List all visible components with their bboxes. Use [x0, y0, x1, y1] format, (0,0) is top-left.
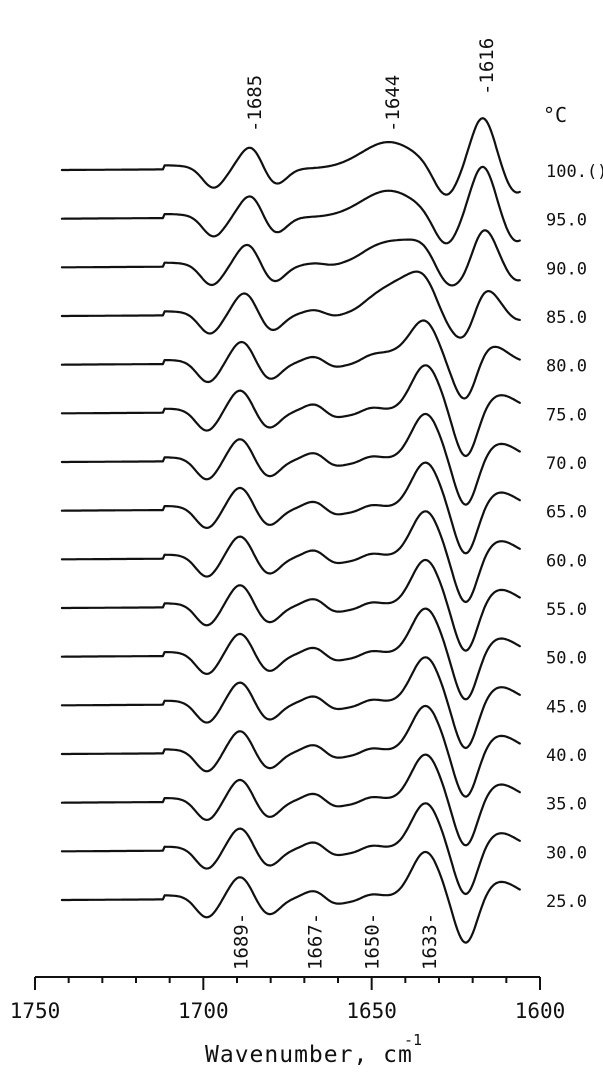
series-label-85.0: 85.0 — [546, 308, 587, 328]
x-tick-label-1650: 1650 — [346, 999, 397, 1023]
bottom-peak-label-1650: 1650- — [362, 913, 384, 970]
series-label-65.0: 65.0 — [546, 503, 587, 523]
top-peak-label-1616: -1616 — [476, 38, 498, 95]
x-axis-label: Wavenumber, cm — [205, 1042, 413, 1068]
series-label-50.0: 50.0 — [546, 649, 587, 669]
spectrum-curve-90.0 — [60, 229, 521, 287]
x-tick-label-1600: 1600 — [515, 999, 566, 1023]
spectrum-curve-50.0 — [60, 607, 521, 701]
spectrum-curve-30.0 — [60, 802, 521, 896]
x-axis-title: Wavenumber, cm -1 — [205, 1031, 422, 1068]
spectrum-curve-45.0 — [60, 656, 521, 750]
bottom-peak-annotations: 1689- 1667- 1650- 1633- — [230, 913, 441, 970]
series-label-95.0: 95.0 — [546, 211, 587, 231]
x-tick-label-1750: 1750 — [10, 999, 61, 1023]
spectra-curves — [60, 117, 521, 944]
series-label-55.0: 55.0 — [546, 600, 587, 620]
spectrum-curve-40.0 — [60, 704, 521, 798]
series-label-80.0: 80.0 — [546, 357, 587, 377]
spectrum-curve-95.0 — [60, 165, 521, 245]
series-label-90.0: 90.0 — [546, 259, 587, 279]
spectrum-curve-70.0 — [60, 412, 521, 506]
spectrum-curve-80.0 — [60, 319, 521, 400]
x-axis-ticks: 1750 1700 1650 1600 — [10, 977, 566, 1023]
series-label-25.0: 25.0 — [546, 892, 587, 912]
series-label-35.0: 35.0 — [546, 795, 587, 815]
top-peak-annotations: -1685 -1644 -1616 — [244, 38, 498, 132]
series-label-75.0: 75.0 — [546, 405, 587, 425]
spectrum-curve-100.() — [60, 117, 521, 196]
series-label-30.0: 30.0 — [546, 843, 587, 863]
spectrum-curve-75.0 — [60, 364, 521, 458]
x-axis-label-exponent: -1 — [404, 1031, 422, 1049]
series-label-60.0: 60.0 — [546, 551, 587, 571]
spectrum-curve-25.0 — [60, 850, 521, 944]
x-tick-label-1700: 1700 — [178, 999, 229, 1023]
series-label-70.0: 70.0 — [546, 454, 587, 474]
temperature-labels: 100.() 95.0 90.0 85.0 80.0 75.0 70.0 65.0 60.0 55… — [546, 162, 603, 912]
bottom-peak-label-1667: 1667- — [304, 913, 326, 970]
spectrum-curve-85.0 — [60, 270, 521, 339]
top-peak-label-1685: -1685 — [244, 75, 266, 132]
series-label-45.0: 45.0 — [546, 697, 587, 717]
bottom-peak-label-1689: 1689- — [230, 913, 252, 970]
series-label-100.(): 100.() — [546, 162, 603, 182]
bottom-peak-label-1633: 1633- — [419, 913, 441, 970]
spectrum-curve-55.0 — [60, 558, 521, 652]
series-label-40.0: 40.0 — [546, 746, 587, 766]
temperature-unit-label: °C — [543, 103, 567, 127]
spectrum-curve-35.0 — [60, 753, 521, 847]
top-peak-label-1644: -1644 — [382, 75, 404, 132]
spectrum-curve-65.0 — [60, 461, 521, 555]
spectrum-curve-60.0 — [60, 510, 521, 604]
